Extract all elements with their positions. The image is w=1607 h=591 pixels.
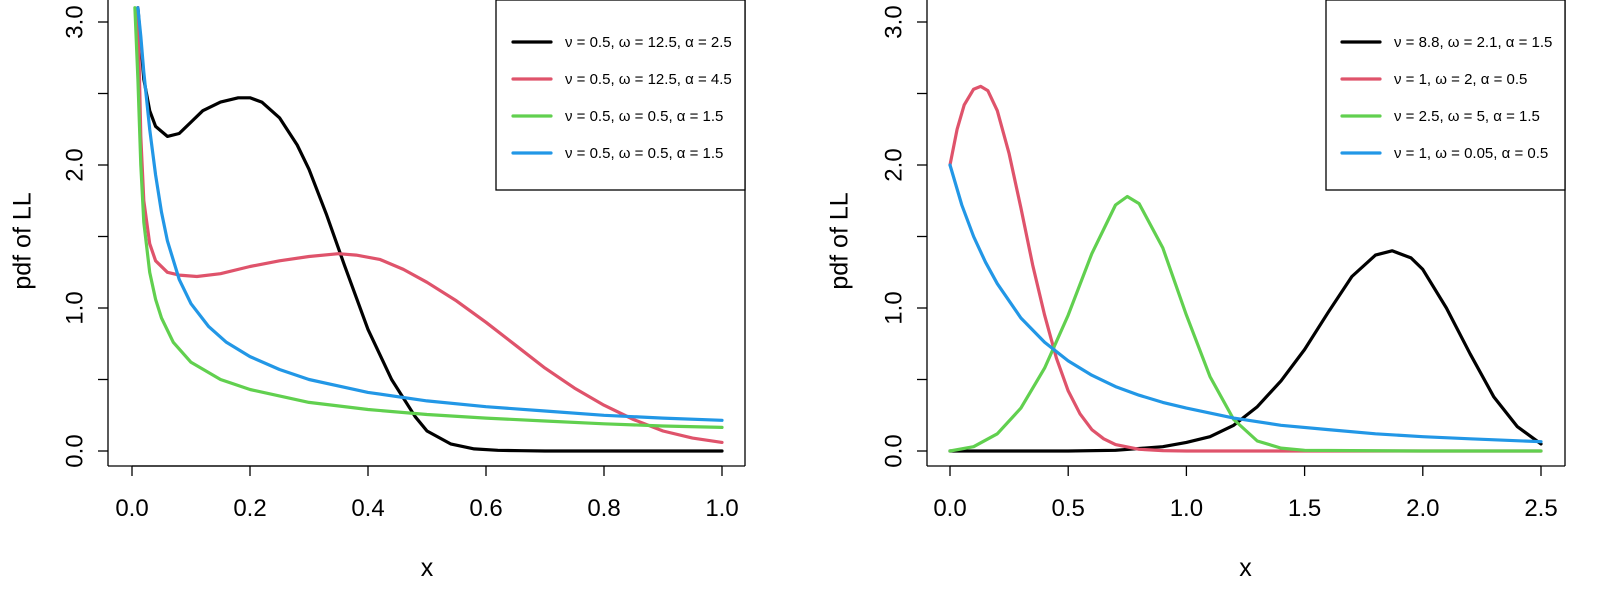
series-line-2 [948, 84, 1543, 453]
y-axis-title: pdf of LL [9, 192, 37, 289]
x-tick-label: 2.0 [1406, 495, 1439, 522]
x-tick-label: 0.6 [469, 495, 502, 522]
series-line-2 [136, 6, 724, 444]
legend-label-4: ν = 1, ω = 0.05, α = 0.5 [1394, 145, 1548, 162]
series-line-3 [133, 6, 724, 429]
series-group [133, 6, 724, 453]
series-group [948, 84, 1543, 453]
series-line-4 [948, 163, 1543, 444]
y-tick-label: 2.0 [880, 148, 907, 181]
x-tick-label: 1.5 [1288, 495, 1321, 522]
series-line-4 [136, 6, 724, 422]
x-tick-label: 1.0 [1170, 495, 1203, 522]
y-tick-label: 0.0 [61, 434, 88, 467]
y-tick-label: 1.0 [880, 291, 907, 324]
legend-label-1: ν = 0.5, ω = 12.5, α = 2.5 [565, 34, 732, 51]
y-axis-title: pdf of LL [826, 192, 854, 289]
x-tick-label: 0.8 [587, 495, 620, 522]
series-line-1 [948, 249, 1543, 453]
y-tick-label: 3.0 [880, 5, 907, 38]
x-axis-title: x [421, 554, 434, 582]
x-tick-label: 0.2 [233, 495, 266, 522]
y-tick-label: 0.0 [880, 434, 907, 467]
legend-label-2: ν = 1, ω = 2, α = 0.5 [1394, 71, 1527, 88]
left-chart: 0.0 0.2 0.4 0.6 0.8 1.0 0.0 1.0 2.0 3.0 x pdf of LL… [9, 0, 746, 582]
legend-label-3: ν = 0.5, ω = 0.5, α = 1.5 [565, 108, 723, 125]
legend-label-2: ν = 0.5, ω = 12.5, α = 4.5 [565, 71, 732, 88]
y-tick-label: 1.0 [61, 291, 88, 324]
legend-label-4: ν = 0.5, ω = 0.5, α = 1.5 [565, 145, 723, 162]
x-tick-label: 2.5 [1524, 495, 1557, 522]
x-tick-label: 1.0 [705, 495, 738, 522]
x-tick-label: 0.4 [351, 495, 384, 522]
x-tick-label: 0.0 [115, 495, 148, 522]
right-chart: 0.0 0.5 1.0 1.5 2.0 2.5 0.0 1.0 2.0 3.0 x pdf of LL… [826, 0, 1566, 582]
legend-label-3: ν = 2.5, ω = 5, α = 1.5 [1394, 108, 1540, 125]
legend-box [495, 0, 746, 191]
legend-label-1: ν = 8.8, ω = 2.1, α = 1.5 [1394, 34, 1552, 51]
series-line-1 [136, 6, 724, 453]
y-tick-label: 2.0 [61, 148, 88, 181]
series-line-3 [948, 194, 1543, 453]
x-axis-title: x [1239, 554, 1252, 582]
x-tick-label: 0.0 [933, 495, 966, 522]
y-tick-label: 3.0 [61, 5, 88, 38]
legend-box [1325, 0, 1566, 191]
x-tick-label: 0.5 [1052, 495, 1085, 522]
